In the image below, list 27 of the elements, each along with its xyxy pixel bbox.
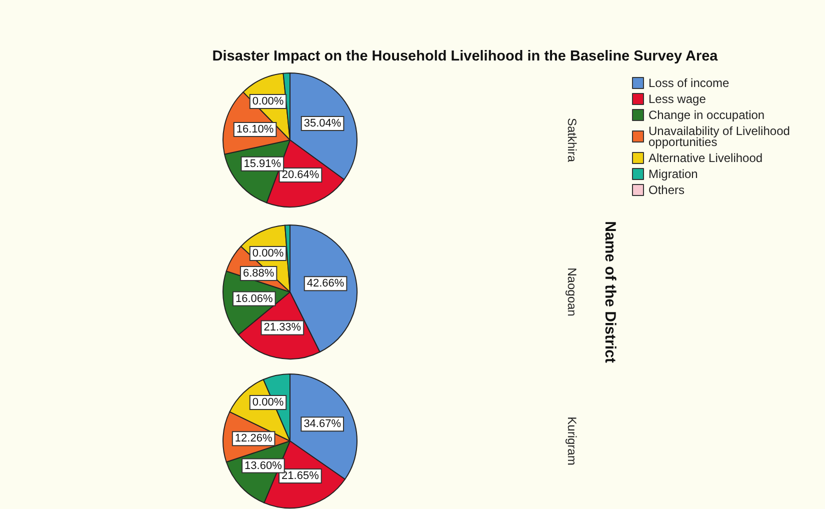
data-label: 34.67%	[304, 418, 342, 430]
legend-label: Migration	[648, 167, 698, 181]
legend-label: Alternative Livelihood	[648, 151, 763, 165]
data-label: 12.26%	[234, 432, 272, 445]
text: 0.00%	[252, 96, 284, 108]
slice-label: Satkhira	[565, 118, 579, 162]
legend-label: Less wage	[648, 92, 706, 106]
text: 0.00%	[252, 248, 284, 260]
legend-label: Unavailability of Livelihood opportunities	[648, 124, 790, 149]
data-label: 21.33%	[264, 322, 302, 334]
data-label: 20.64%	[282, 168, 320, 181]
slice-label: Naogoan	[565, 268, 579, 316]
data-label: 16.06%	[235, 292, 274, 305]
data-label: 42.66%	[306, 278, 344, 290]
legend-label: Others	[648, 183, 685, 197]
data-label: 35.04%	[304, 117, 342, 130]
data-label: 6.88%	[242, 267, 274, 280]
text: 0.00%	[252, 396, 284, 408]
legend-label: Change in occupation	[648, 108, 765, 122]
slice-label: Kurigram	[565, 416, 579, 466]
chart-title: Disaster Impact on the Household Livelihood in the Baseline Survey Area	[212, 48, 719, 64]
data-label: 16.10%	[236, 124, 274, 136]
data-label: 15.91%	[244, 158, 282, 170]
text: Name of the District	[602, 221, 618, 363]
data-label: 13.60%	[244, 460, 282, 472]
legend-label: Loss of income	[648, 76, 730, 90]
data-label: 21.65%	[282, 470, 320, 482]
